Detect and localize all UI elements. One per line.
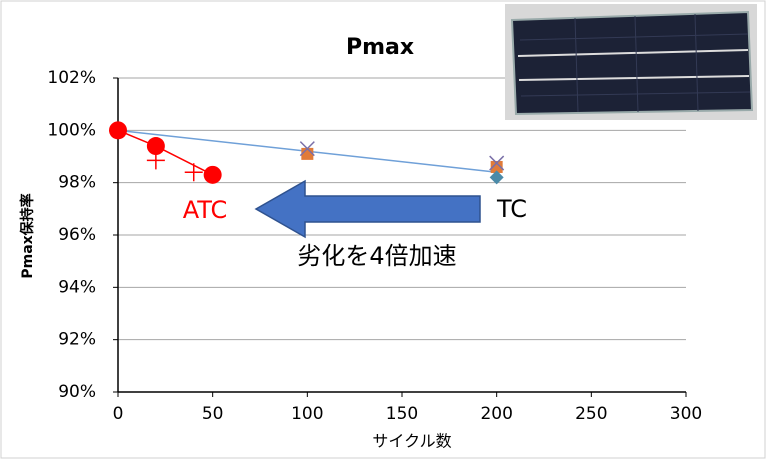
panel-line (634, 15, 639, 113)
panel-line (694, 13, 699, 112)
data-point (109, 121, 127, 140)
data-point (490, 160, 503, 173)
x-tick-label: 250 (575, 404, 607, 424)
data-point (489, 170, 504, 185)
x-tick-label: 200 (480, 404, 512, 424)
y-tick-label: 92% (58, 330, 96, 350)
panel-line (517, 49, 749, 57)
x-tick-label: 300 (670, 404, 702, 424)
panel (510, 10, 754, 116)
y-tick-label: 100% (47, 120, 96, 140)
annotation: 劣化を4倍加速 (297, 242, 456, 270)
y-tick-label: 96% (58, 225, 96, 245)
x-tick-label: 150 (386, 404, 418, 424)
grid: 90% 92% 94% 96% 98% 100% 102% 0 50 100 150 200 250 30… (47, 68, 702, 424)
plot (109, 121, 505, 185)
data-point (203, 165, 222, 184)
atc-label: ATC (183, 196, 228, 224)
panel-line (520, 91, 751, 97)
panel-line (518, 75, 750, 81)
arrow (254, 179, 481, 239)
panel-line (519, 33, 749, 41)
data-point (489, 155, 505, 171)
y-axis-title: Pmax保持率 (19, 193, 36, 278)
x-tick-label: 100 (291, 404, 323, 424)
data-point (146, 151, 165, 170)
data-point (299, 141, 315, 157)
panel-photo (505, 4, 757, 120)
x-tick-label: 0 (113, 404, 124, 424)
y-tick-label: 98% (58, 173, 96, 193)
chart-title: Pmax (346, 35, 414, 60)
x-tick-label: 50 (202, 404, 224, 424)
y-tick-label: 94% (58, 277, 96, 297)
tc-label: TC (496, 195, 527, 223)
data-point (146, 137, 165, 156)
y-tick-label: 90% (58, 382, 96, 402)
panel-line (574, 17, 579, 113)
data-point (184, 163, 203, 182)
y-tick-label: 102% (47, 68, 96, 88)
x-axis-title: サイクル数 (372, 432, 451, 451)
